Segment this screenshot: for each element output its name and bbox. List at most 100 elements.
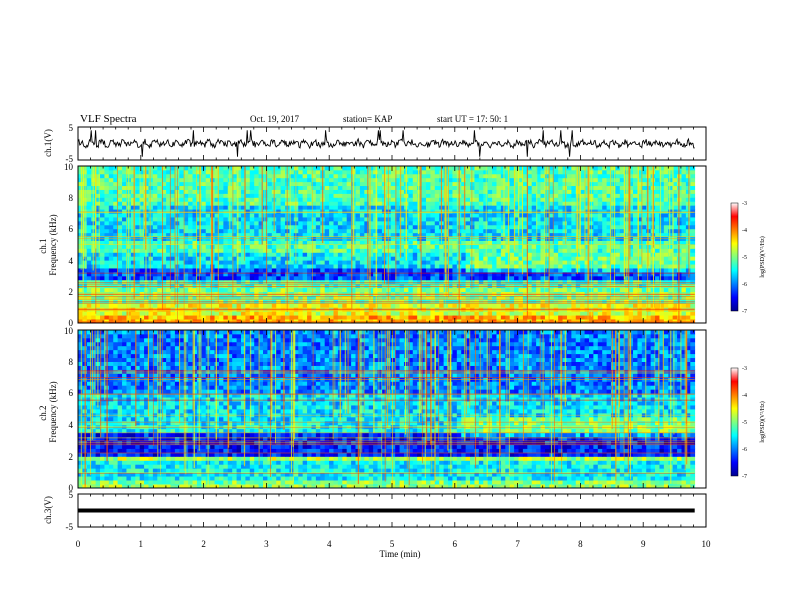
ch1-cell [117,252,123,257]
ch1-cell [377,217,383,222]
ch1-cell [566,220,572,226]
ch1-cell [403,275,409,281]
ch1-cell [179,244,185,249]
ch1-cell [170,275,176,281]
ch1-cell [408,213,414,218]
ch1-cell [130,283,136,289]
ch1-cell [474,189,480,194]
ch1-cell [527,295,533,300]
ch1-cell [192,201,198,206]
ch1-cell [659,260,665,265]
ch1-cell [148,232,154,238]
ch1-cell [113,283,119,289]
ch1-cell [298,193,304,198]
ch1-cell [82,248,88,253]
ch1-cell [245,209,251,214]
ch1-cell [668,291,674,296]
ch1-cell [390,252,396,257]
ch1-cell [108,189,114,194]
ch1-cell [641,279,647,285]
ch1-cell [558,228,563,234]
ch1-cell [487,264,493,269]
ch1-cell [342,260,348,265]
ch1-cell [289,193,295,198]
ch1-cell [386,287,392,293]
ch1-cell [531,291,537,296]
ch1-cell [448,240,453,245]
ch1-waveform-ytick-bottom: -5 [66,154,74,164]
ch1-cell [236,268,242,273]
ch1-cell [395,248,400,253]
ch1-cell [505,193,511,198]
ch1-cell [166,307,171,312]
ch1-cell [95,228,101,234]
ch1-cell [298,264,304,269]
ch1-cell [311,209,317,214]
ch1-cell [412,232,418,238]
ch1-cell [346,185,352,190]
ch1-cell [337,279,343,285]
ch1-cell [342,283,348,289]
ch1-cell [324,311,330,316]
ch1-cell [135,311,141,316]
ch1-cell [245,283,251,289]
ch1-cell [245,244,251,249]
ch1-cell [518,205,524,210]
ch1-cell [364,268,370,273]
ch1-cell [130,256,136,261]
ch1-cell [527,213,533,218]
ch1-cell [417,275,422,281]
ch1-cell [434,268,440,273]
ch1-cell [399,252,405,257]
ch1-cell [166,295,171,300]
ch1-cell [240,287,246,293]
ch1-cell [227,256,233,261]
ch1-cell [549,279,555,285]
ch1-cell [346,252,352,257]
ch1-cell [329,189,334,194]
ch1-cell [611,315,616,320]
ch1-cell [602,279,607,285]
ch1-cell [201,224,207,230]
ch1-cell [342,213,348,218]
ch1-cell [483,189,489,194]
ch1-cell [166,268,171,273]
ch1-cell [359,220,365,226]
ch1-cell [439,256,445,261]
ch1-cell [628,213,634,218]
ch1-cell [672,264,678,269]
ch1-cell [619,209,625,214]
ch1-cell [593,252,599,257]
ch1-cell [571,252,577,257]
ch1-cell [412,217,418,222]
ch1-cell [104,295,110,300]
ch1-cell [179,217,185,222]
ch1-cell [496,252,502,257]
ch1-cell [615,220,621,226]
ch1-cell [646,275,652,281]
ch1-cell [258,209,264,214]
ch1-cell [611,248,616,253]
ch1-cell [549,217,555,222]
ch1-cell [518,268,524,273]
ch1-cell [470,193,475,198]
ch1-cell [91,287,97,293]
ch1-cell [597,228,603,234]
ch1-cell [518,228,524,234]
ch1-cell [615,240,621,245]
ch1-cell [157,303,163,308]
ch1-cell [522,240,528,245]
ch1-cell [196,189,202,194]
ch1-cell [166,248,171,253]
ch1-cell [637,252,643,257]
ch1-cell [390,197,396,202]
ch1-cell [558,291,563,296]
ch1-cell [558,189,563,194]
ch1-cell [403,315,409,320]
ch1-cell [263,205,268,210]
ch1-cell [474,291,480,296]
ch1-cell [104,220,110,226]
ch1-cell [562,303,568,308]
ch1-cell [597,224,603,230]
ch1-cell [434,260,440,265]
